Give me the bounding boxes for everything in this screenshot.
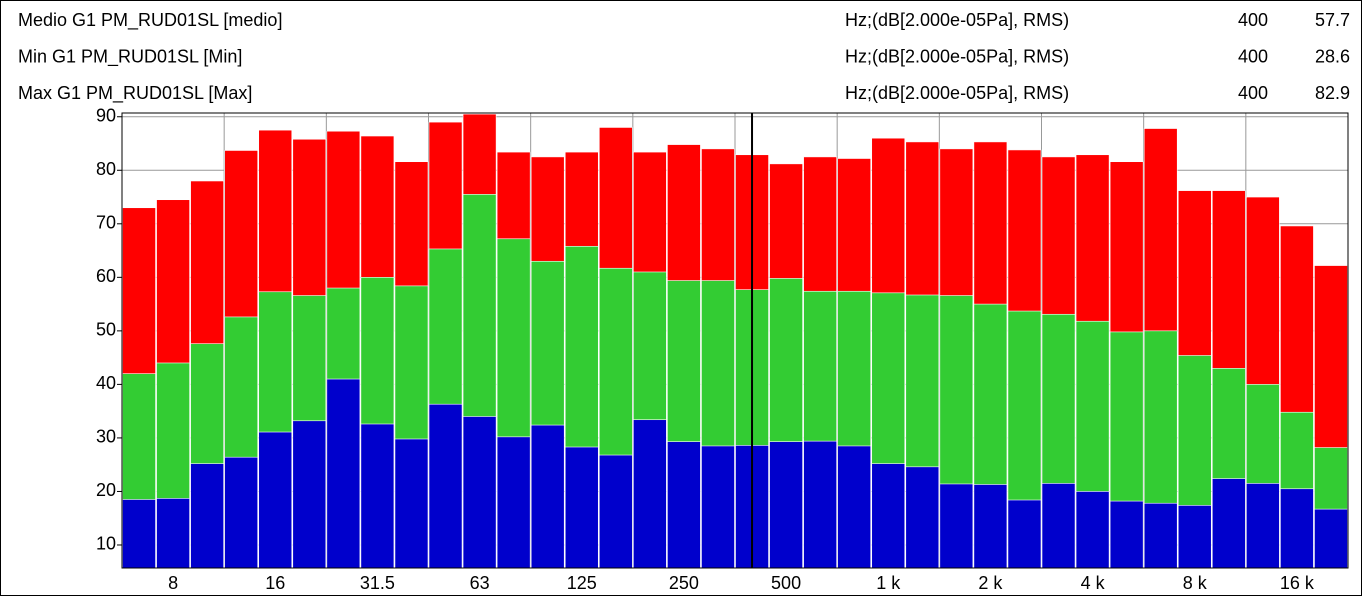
cursor-value: 28.6 — [1315, 46, 1350, 66]
bar — [122, 499, 156, 569]
bar — [769, 441, 803, 569]
x-tick-label: 8 k — [1183, 573, 1208, 593]
y-tick-label: 40 — [96, 373, 116, 393]
y-tick-label: 50 — [96, 320, 116, 340]
bar — [292, 420, 327, 569]
legend-name: Medio G1 PM_RUD01SL [medio] — [18, 10, 282, 31]
cursor-x: 400 — [1238, 10, 1268, 30]
legend-unit: Hz;(dB[2.000e-05Pa], RMS) — [845, 83, 1069, 103]
bar — [701, 445, 735, 569]
cursor-x: 400 — [1238, 46, 1268, 66]
bar — [633, 419, 667, 569]
cursor-value: 57.7 — [1315, 10, 1350, 30]
y-tick-label: 10 — [96, 534, 116, 554]
bar — [1280, 488, 1314, 569]
legend-unit: Hz;(dB[2.000e-05Pa], RMS) — [845, 10, 1069, 30]
bar — [190, 463, 224, 569]
x-tick-label: 250 — [669, 573, 699, 593]
bar — [1041, 483, 1076, 569]
bar — [1007, 499, 1042, 569]
y-tick-label: 70 — [96, 213, 116, 233]
y-tick-label: 30 — [96, 427, 116, 447]
bar — [871, 463, 906, 569]
bar — [326, 378, 361, 569]
plot-border — [121, 112, 1349, 569]
bar — [939, 483, 974, 569]
y-tick-label: 60 — [96, 266, 116, 286]
bar — [462, 416, 497, 569]
legend-unit: Hz;(dB[2.000e-05Pa], RMS) — [845, 46, 1069, 66]
bar — [564, 446, 599, 569]
bar — [598, 454, 633, 569]
x-tick-label: 16 — [265, 573, 285, 593]
x-tick-label: 4 k — [1081, 573, 1106, 593]
bar — [973, 484, 1008, 569]
y-tick-label: 90 — [96, 105, 116, 125]
bar — [360, 423, 395, 569]
bar — [1177, 505, 1212, 569]
x-tick-label: 63 — [470, 573, 490, 593]
bar — [428, 403, 463, 569]
x-tick-label: 8 — [168, 573, 178, 593]
bar — [667, 441, 701, 569]
bar — [1143, 502, 1178, 569]
bar — [1314, 508, 1348, 569]
bar — [1211, 478, 1246, 569]
y-tick-label: 20 — [96, 480, 116, 500]
x-tick-label: 16 k — [1280, 573, 1315, 593]
bar — [1075, 491, 1110, 569]
y-tick-label: 80 — [96, 159, 116, 179]
cursor-x: 400 — [1238, 83, 1268, 103]
x-tick-label: 500 — [771, 573, 801, 593]
bar — [530, 424, 565, 569]
bar — [394, 438, 429, 569]
bar — [156, 498, 190, 569]
bar — [258, 431, 293, 569]
legend-name: Min G1 PM_RUD01SL [Min] — [18, 46, 242, 67]
x-tick-label: 125 — [567, 573, 597, 593]
bar — [1109, 500, 1144, 569]
x-tick-label: 2 k — [978, 573, 1003, 593]
legend-name: Max G1 PM_RUD01SL [Max] — [18, 83, 252, 104]
x-tick-label: 31.5 — [360, 573, 395, 593]
bar — [224, 456, 259, 569]
bar — [1246, 483, 1280, 569]
bar — [496, 436, 531, 569]
bar — [905, 466, 940, 569]
bar — [803, 440, 837, 569]
bar — [837, 445, 872, 569]
cursor-value: 82.9 — [1315, 83, 1350, 103]
x-tick-label: 1 k — [876, 573, 901, 593]
